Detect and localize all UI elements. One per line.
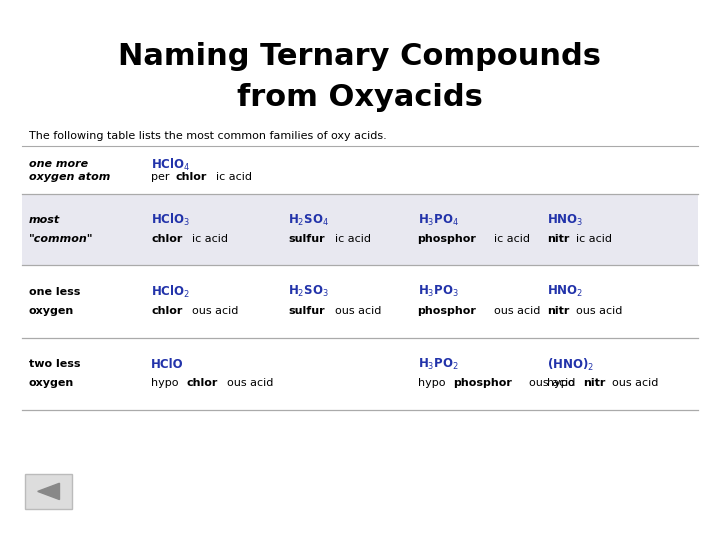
Text: ous acid: ous acid [192,306,238,315]
Text: nitr: nitr [547,306,570,315]
Text: ic acid: ic acid [336,234,372,244]
Text: per: per [151,172,170,182]
Text: nitr: nitr [582,379,605,388]
Text: ic acid: ic acid [215,172,251,182]
Text: sulfur: sulfur [288,234,325,244]
Text: ous acid: ous acid [228,379,274,388]
Text: from Oxyacids: from Oxyacids [237,83,483,112]
Text: sulfur: sulfur [288,306,325,315]
Text: one less: one less [29,287,80,296]
FancyBboxPatch shape [25,474,72,509]
Text: ic acid: ic acid [576,234,612,244]
Text: H$_3$PO$_3$: H$_3$PO$_3$ [418,284,459,299]
Text: chlor: chlor [175,172,207,182]
Text: ous acid: ous acid [494,306,540,315]
Text: ous acid: ous acid [529,379,575,388]
Text: phosphor: phosphor [418,234,477,244]
Text: HNO$_2$: HNO$_2$ [547,284,583,299]
Text: phosphor: phosphor [453,379,512,388]
FancyBboxPatch shape [22,194,698,265]
Text: ic acid: ic acid [494,234,530,244]
Text: The following table lists the most common families of oxy acids.: The following table lists the most commo… [29,131,387,141]
Text: HClO: HClO [151,358,184,371]
Text: hypo: hypo [151,379,179,388]
Text: chlor: chlor [186,379,218,388]
Text: hypo: hypo [547,379,575,388]
Polygon shape [37,483,60,500]
Text: ic acid: ic acid [192,234,228,244]
Text: HClO$_2$: HClO$_2$ [151,284,190,300]
Text: phosphor: phosphor [418,306,477,315]
Text: ous acid: ous acid [611,379,658,388]
Text: hypo: hypo [418,379,445,388]
Text: most: most [29,215,60,225]
Text: H$_3$PO$_4$: H$_3$PO$_4$ [418,213,459,228]
Text: HClO$_3$: HClO$_3$ [151,212,190,228]
Text: ous acid: ous acid [336,306,382,315]
Text: one more: one more [29,159,88,170]
Text: H$_2$SO$_4$: H$_2$SO$_4$ [288,213,329,228]
Text: HNO$_3$: HNO$_3$ [547,213,583,228]
Text: ous acid: ous acid [576,306,623,315]
Text: oxygen: oxygen [29,379,74,388]
Text: "common": "common" [29,234,94,244]
Text: chlor: chlor [151,234,183,244]
Text: oxygen atom: oxygen atom [29,172,110,182]
Text: oxygen: oxygen [29,306,74,315]
Text: two less: two less [29,360,81,369]
Text: (HNO)$_2$: (HNO)$_2$ [547,356,594,373]
Text: H$_3$PO$_2$: H$_3$PO$_2$ [418,357,459,372]
Text: HClO$_4$: HClO$_4$ [151,157,191,172]
Text: chlor: chlor [151,306,183,315]
Text: nitr: nitr [547,234,570,244]
Text: Naming Ternary Compounds: Naming Ternary Compounds [119,42,601,71]
Text: H$_2$SO$_3$: H$_2$SO$_3$ [288,284,328,299]
